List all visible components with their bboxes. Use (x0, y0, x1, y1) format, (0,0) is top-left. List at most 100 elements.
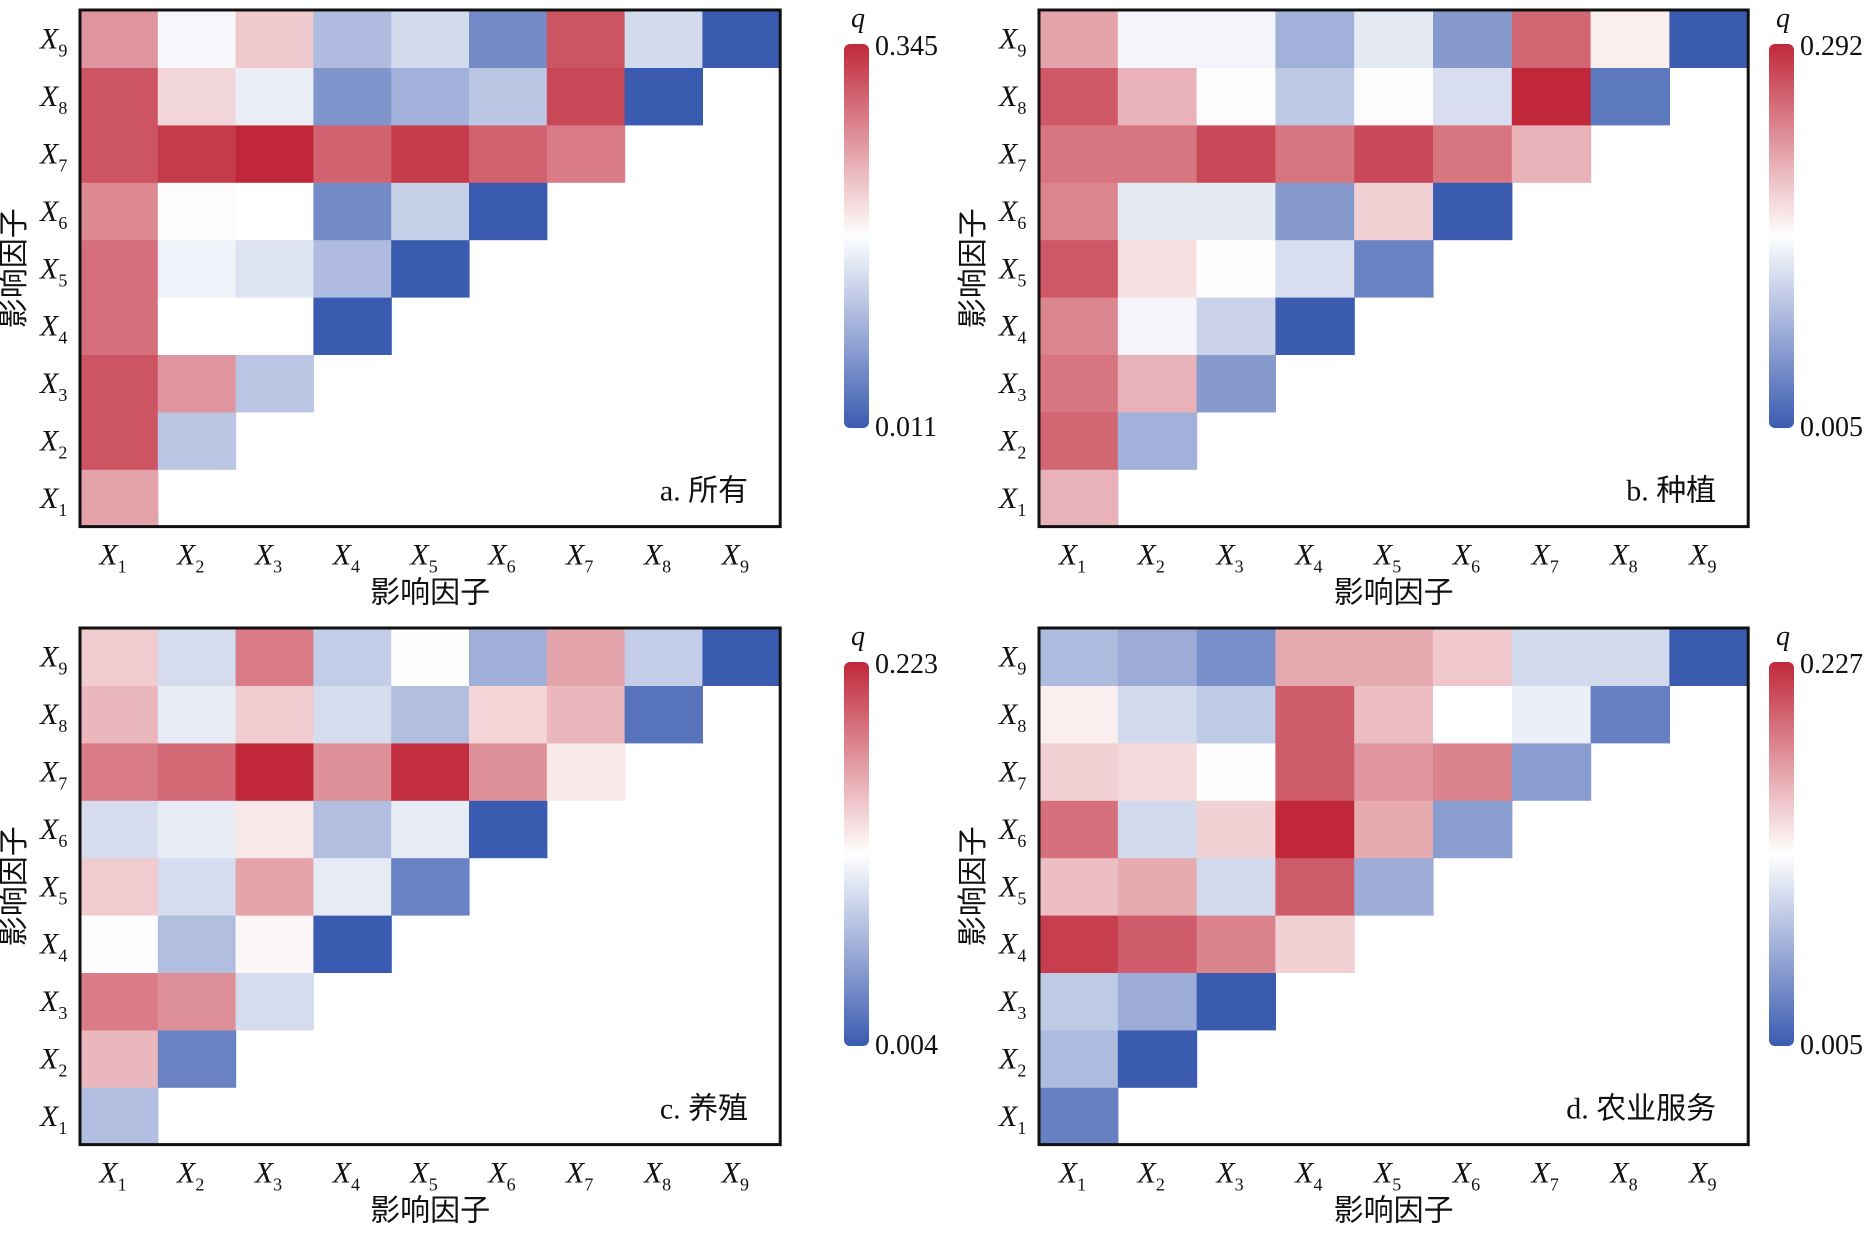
x-axis-label: 影响因子 (370, 1195, 490, 1228)
y-tick-label: X6 (998, 195, 1026, 233)
heatmap-cell-X6-X3 (235, 800, 314, 859)
heatmap-cell-X7-X6 (469, 124, 548, 183)
heatmap-cell-X6-X1 (1039, 182, 1119, 241)
x-tick-label: X1 (98, 1157, 126, 1195)
y-tick-label: X9 (39, 641, 67, 679)
heatmap-cell-X9-X6 (469, 628, 548, 686)
colorbar-min-label: 0.005 (1800, 1030, 1863, 1061)
heatmap-cell-X6-X6 (1433, 800, 1513, 859)
heatmap-cell-X8-X5 (391, 685, 470, 744)
y-axis-label: 影响因子 (957, 826, 990, 946)
heatmap-cell-X2-X1 (80, 1029, 159, 1088)
y-tick-label: X1 (39, 482, 67, 520)
heatmap-cell-X7-X1 (80, 742, 159, 801)
heatmap-cell-X7-X7 (1511, 124, 1592, 183)
x-tick-label: X6 (487, 539, 515, 577)
heatmap-cell-X6-X2 (157, 800, 237, 859)
y-tick-label: X4 (998, 928, 1026, 966)
heatmap-cell-X8-X6 (1433, 685, 1513, 744)
heatmap-cell-X8-X2 (1117, 685, 1198, 744)
heatmap-cell-X8-X8 (624, 685, 703, 744)
x-tick-label: X2 (1137, 1157, 1165, 1195)
colorbar-title: q (851, 3, 865, 34)
heatmap-cell-X4-X3 (235, 297, 314, 355)
plot-frame (78, 8, 782, 529)
y-axis-label: 影响因子 (0, 208, 31, 328)
heatmap-cell-X8-X6 (469, 67, 548, 126)
heatmap-cell-X5-X3 (1196, 239, 1276, 298)
x-tick-label: X4 (332, 1157, 360, 1195)
x-tick-label: X5 (409, 539, 437, 577)
heatmap-panel-2: X1 X2 X3 X4 X5 X6 X7 X8 X9 X1 X2 X3 X4 X5 X6 X7 X8 X9 影响因子… (957, 3, 1863, 610)
x-tick-label: X7 (565, 1157, 593, 1195)
heatmap-cell-X4-X4 (1275, 915, 1355, 973)
x-tick-label: X1 (1058, 539, 1086, 577)
panel-label: d. 农业服务 (1566, 1093, 1716, 1126)
heatmap-cell-X4-X4 (313, 915, 392, 973)
x-tick-label: X2 (176, 539, 204, 577)
heatmap-cell-X9-X7 (546, 10, 626, 68)
colorbar-max-label: 0.223 (875, 649, 938, 680)
heatmap-cell-X8-X8 (1590, 685, 1670, 744)
heatmap-panel-1: X1 X2 X3 X4 X5 X6 X7 X8 X9 X1 X2 X3 X4 X5 X6 X7 X8 X9 影响因子… (0, 3, 938, 610)
heatmap-cell-X3-X1 (80, 972, 159, 1031)
heatmap-cell-X3-X2 (1117, 972, 1198, 1031)
x-tick-label: X6 (1452, 539, 1480, 577)
heatmap-cell-X4-X3 (235, 915, 314, 973)
colorbar-title: q (851, 621, 865, 652)
y-tick-label: X8 (998, 698, 1026, 736)
x-tick-label: X5 (409, 1157, 437, 1195)
heatmap-cell-X1-X1 (80, 1087, 159, 1146)
heatmap-cell-X4-X2 (157, 915, 237, 973)
panel-label: b. 种植 (1626, 475, 1716, 508)
heatmap-cell-X7-X2 (157, 742, 237, 801)
heatmap-cell-X6-X5 (1354, 800, 1434, 859)
y-tick-label: X2 (39, 1043, 67, 1081)
y-tick-label: X5 (39, 252, 67, 290)
colorbar-min-label: 0.011 (875, 412, 937, 443)
x-tick-label: X2 (1137, 539, 1165, 577)
heatmap-cell-X5-X2 (1117, 857, 1198, 916)
heatmap-cell-X9-X7 (546, 628, 626, 686)
heatmap-cell-X8-X4 (313, 685, 392, 744)
heatmap-cell-X5-X3 (1196, 857, 1276, 916)
heatmap-cell-X9-X8 (624, 628, 703, 686)
heatmap-cell-X8-X7 (1511, 67, 1592, 126)
heatmap-cell-X5-X1 (1039, 239, 1119, 298)
heatmap-cell-X7-X4 (313, 124, 392, 183)
heatmap-cell-X7-X1 (80, 124, 159, 183)
x-tick-label: X8 (643, 1157, 671, 1195)
x-tick-label: X4 (332, 539, 360, 577)
heatmap-cell-X6-X4 (313, 182, 392, 241)
y-tick-label: X3 (998, 367, 1026, 405)
heatmap-cell-X9-X1 (80, 628, 159, 686)
x-tick-label: X7 (565, 539, 593, 577)
x-tick-label: X1 (98, 539, 126, 577)
heatmap-cell-X9-X2 (157, 10, 237, 68)
heatmap-cell-X9-X5 (1354, 10, 1434, 68)
heatmap-cell-X6-X4 (1275, 182, 1355, 241)
heatmap-cell-X7-X7 (546, 124, 626, 183)
heatmap-cell-X9-X9 (1669, 628, 1749, 686)
y-tick-label: X8 (39, 698, 67, 736)
heatmap-cell-X6-X5 (391, 800, 470, 859)
heatmap-cell-X8-X6 (1433, 67, 1513, 126)
heatmap-cell-X2-X1 (1039, 411, 1119, 470)
colorbar-max-label: 0.292 (1800, 31, 1863, 62)
heatmap-cell-X9-X9 (702, 628, 781, 686)
heatmap-cell-X7-X7 (1511, 742, 1592, 801)
heatmap-cell-X4-X1 (1039, 297, 1119, 355)
y-tick-label: X5 (998, 870, 1026, 908)
heatmap-cell-X5-X1 (80, 857, 159, 916)
heatmap-cell-X2-X2 (1117, 411, 1198, 470)
heatmap-cell-X2-X1 (1039, 1029, 1119, 1088)
heatmap-cell-X4-X3 (1196, 297, 1276, 355)
colorbar-title: q (1776, 3, 1790, 34)
plot-frame (78, 626, 782, 1147)
heatmap-cell-X6-X4 (313, 800, 392, 859)
heatmap-cell-X9-X1 (80, 10, 159, 68)
heatmap-cell-X3-X1 (80, 354, 159, 413)
heatmap-cell-X8-X4 (1275, 685, 1355, 744)
heatmap-cell-X8-X3 (1196, 685, 1276, 744)
heatmap-cell-X7-X6 (1433, 742, 1513, 801)
